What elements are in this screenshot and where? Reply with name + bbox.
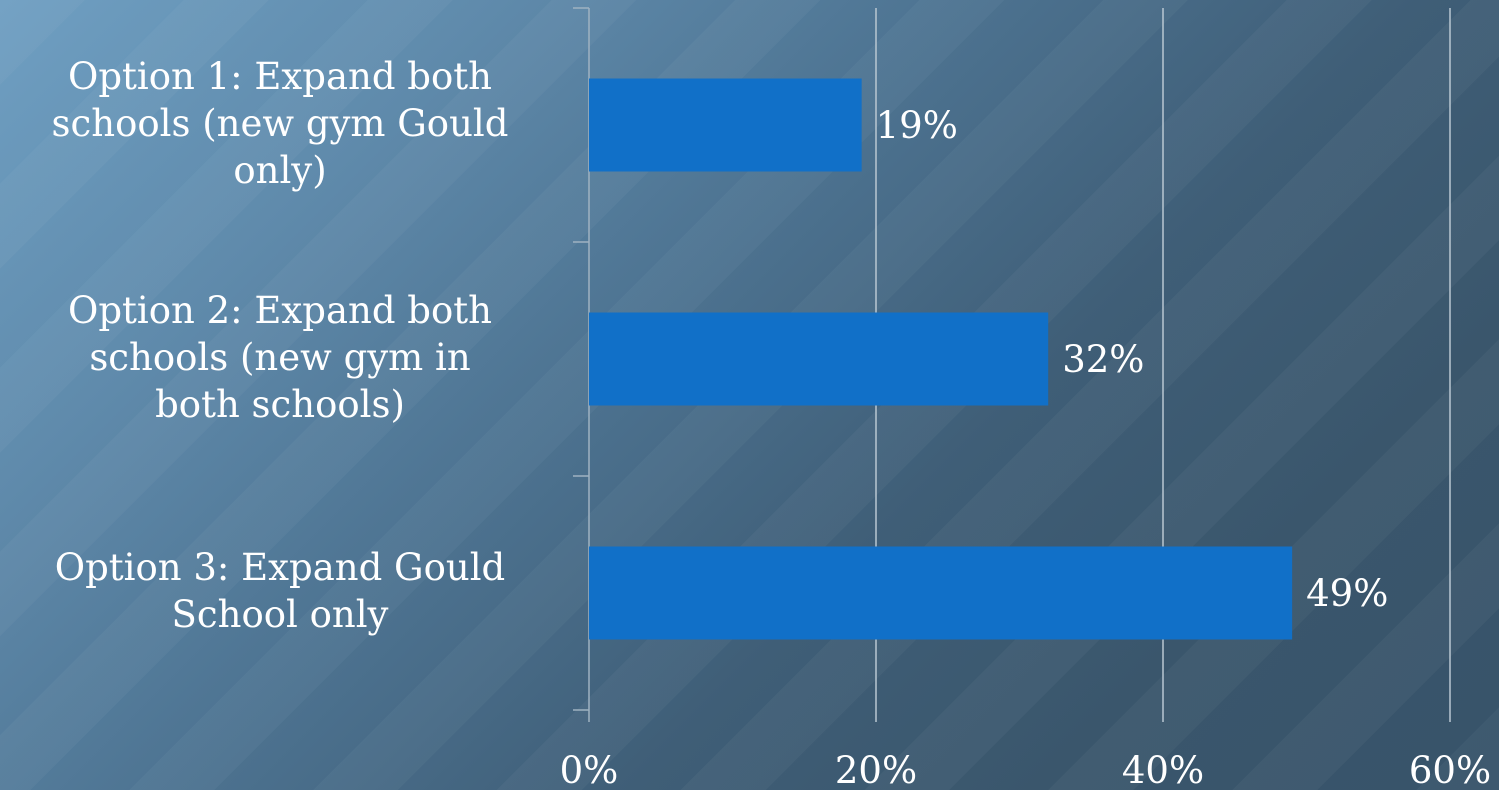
data-label-1: 19% — [876, 104, 958, 147]
category-label-line: Option 1: Expand both — [68, 54, 492, 98]
x-tick-label-40: 40% — [1122, 749, 1204, 790]
category-label-3: Option 3: Expand Gould School only — [0, 544, 560, 638]
x-tick-label-60: 60% — [1409, 749, 1491, 790]
category-label-1: Option 1: Expand both schools (new gym Go… — [0, 53, 560, 194]
category-label-line: School only — [171, 593, 389, 636]
category-label-line: both schools) — [155, 382, 405, 426]
bar-2 — [589, 312, 1049, 406]
bar-1 — [589, 78, 862, 172]
data-label-3: 49% — [1306, 572, 1388, 615]
x-tick-label-0: 0% — [560, 749, 619, 790]
x-tick-label-20: 20% — [835, 749, 917, 790]
category-label-2: Option 2: Expand both schools (new gym in… — [0, 287, 560, 428]
data-label-2: 32% — [1062, 338, 1144, 381]
category-label-line: only) — [233, 148, 327, 192]
category-label-line: schools (new gym Gould — [51, 101, 509, 145]
category-label-line: Option 2: Expand both — [68, 288, 492, 332]
bar-3 — [589, 546, 1293, 640]
category-label-line: Option 3: Expand Gould — [54, 546, 506, 589]
category-label-line: schools (new gym in — [89, 335, 471, 379]
